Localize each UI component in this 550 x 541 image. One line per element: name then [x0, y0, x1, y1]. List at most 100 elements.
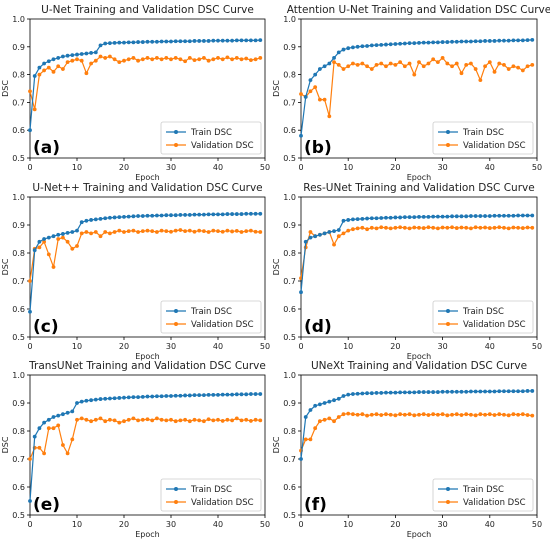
validation-dsc-point [244, 56, 249, 61]
validation-dsc-point [131, 56, 136, 60]
validation-dsc-point [84, 71, 89, 76]
validation-dsc-point [173, 228, 178, 233]
x-tick-label: 10 [343, 342, 353, 351]
train-dsc-point [75, 401, 79, 405]
y-axis-label: DSC [1, 436, 10, 453]
train-dsc-point [126, 214, 131, 219]
validation-dsc-point [136, 230, 141, 234]
validation-dsc-point [155, 416, 159, 421]
train-dsc-point [234, 392, 239, 397]
train-dsc-point [37, 239, 42, 244]
validation-dsc-point [159, 228, 164, 233]
validation-dsc-point [150, 57, 155, 62]
validation-dsc-point [202, 229, 206, 234]
y-tick-label: 0.8 [283, 249, 296, 258]
legend-swatch-marker [174, 130, 178, 134]
validation-dsc-point [216, 56, 220, 60]
validation-dsc-point [79, 416, 84, 421]
train-dsc-point [492, 389, 497, 394]
train-dsc-point [426, 40, 431, 45]
validation-dsc-point [112, 230, 117, 234]
train-dsc-point [56, 413, 61, 418]
train-dsc-point [28, 128, 32, 133]
train-dsc-point [520, 38, 525, 43]
legend-box [160, 300, 262, 334]
legend-entry: Validation DSC [463, 141, 526, 151]
train-dsc-point [122, 40, 126, 45]
train-dsc-point [308, 78, 313, 83]
train-dsc-point [374, 391, 379, 395]
validation-dsc-point [51, 69, 56, 74]
validation-dsc-point [421, 412, 426, 417]
validation-dsc-point [244, 417, 249, 422]
validation-dsc-point [93, 230, 98, 234]
train-dsc-point [497, 213, 502, 218]
y-tick-label: 0.5 [283, 333, 296, 342]
train-dsc-point [478, 214, 483, 218]
train-dsc-point [56, 56, 61, 60]
train-dsc-point [492, 39, 497, 43]
train-dsc-point [417, 41, 421, 45]
validation-dsc-point [145, 417, 150, 422]
train-dsc-point [103, 41, 108, 46]
validation-dsc-point [37, 72, 42, 77]
validation-dsc-point [150, 418, 155, 423]
validation-dsc-point [197, 418, 202, 423]
train-dsc-point [478, 389, 483, 394]
x-tick-label: 40 [485, 520, 495, 529]
train-dsc-point [431, 390, 436, 394]
validation-dsc-point [98, 54, 103, 59]
validation-dsc-point [336, 415, 341, 419]
y-tick-label: 0.6 [12, 305, 25, 314]
train-dsc-point [322, 231, 327, 236]
validation-dsc-point [93, 58, 98, 63]
x-tick-label: 50 [532, 520, 542, 529]
validation-dsc-point [89, 61, 93, 66]
train-dsc-point [506, 389, 511, 394]
validation-dsc-point [249, 228, 253, 233]
validation-dsc-point [183, 59, 188, 64]
train-dsc-point [520, 213, 525, 218]
validation-dsc-point [313, 85, 318, 90]
train-dsc-point [173, 213, 178, 218]
validation-dsc-point [412, 225, 417, 230]
train-dsc-point [244, 38, 249, 43]
y-tick-label: 0.7 [12, 455, 25, 464]
y-axis-label: DSC [272, 436, 281, 453]
train-dsc-point [374, 43, 379, 48]
train-dsc-point [108, 41, 112, 46]
validation-dsc-point [520, 412, 525, 417]
validation-dsc-point [497, 412, 502, 417]
train-dsc-point [332, 229, 336, 234]
train-dsc-point [317, 402, 322, 407]
train-dsc-point [450, 389, 454, 394]
validation-dsc-point [346, 64, 351, 69]
validation-dsc-point [173, 419, 178, 424]
train-dsc-point [426, 214, 431, 219]
train-dsc-point [299, 457, 303, 461]
train-dsc-point [327, 61, 332, 66]
validation-dsc-point [75, 244, 79, 248]
train-dsc-point [117, 396, 122, 400]
validation-dsc-point [374, 62, 379, 67]
validation-dsc-point [117, 60, 122, 64]
train-dsc-point [492, 213, 497, 218]
chart-panel: UNeXt Training and Validation DSC Curve 0… [272, 360, 542, 539]
chart-panel: TransUNet Training and Validation DSC Cu… [1, 360, 270, 539]
validation-dsc-point [525, 225, 530, 230]
legend-entry: Validation DSC [191, 320, 254, 330]
validation-dsc-point [417, 412, 421, 417]
validation-dsc-point [407, 226, 412, 231]
validation-dsc-point [65, 239, 70, 244]
validation-dsc-point [483, 225, 487, 230]
validation-dsc-point [75, 417, 79, 422]
train-dsc-point [487, 39, 492, 43]
x-tick-label: 10 [72, 520, 82, 529]
validation-dsc-point [454, 61, 459, 66]
validation-dsc-point [211, 57, 216, 62]
chart-panel: U-Net++ Training and Validation DSC Curv… [1, 182, 270, 361]
y-tick-label: 0.9 [12, 43, 25, 52]
train-dsc-point [369, 43, 374, 48]
validation-dsc-point [346, 228, 351, 233]
train-dsc-point [145, 39, 150, 44]
